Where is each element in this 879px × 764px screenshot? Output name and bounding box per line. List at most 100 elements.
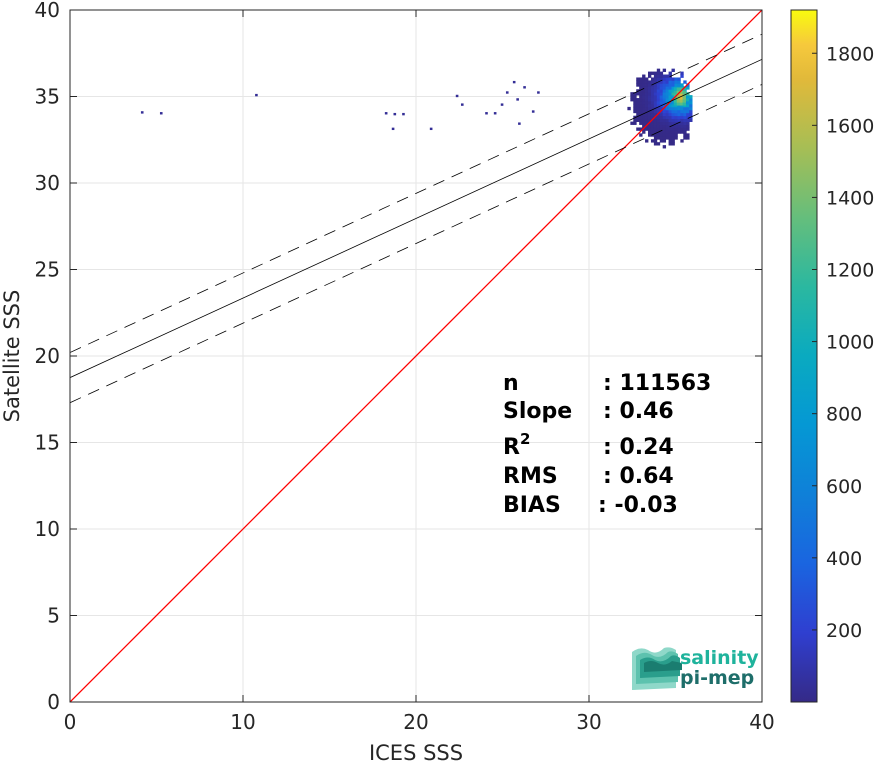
density-cell-280 [671,127,675,131]
density-cell-392 [686,92,690,96]
density-cell-389 [686,100,690,105]
density-cell-209 [662,124,667,128]
density-cell-368 [683,109,687,114]
colorbar-tick-label-8: 1800 [826,43,874,65]
density-cell-111 [650,124,655,128]
density-cell-128 [650,71,655,75]
density-cell-339 [680,139,684,143]
density-cell-214 [662,109,667,114]
density-cell-95 [647,106,652,111]
density-cell-102 [647,86,652,90]
density-cell-236 [665,112,669,117]
density-cell-88 [647,127,652,131]
density-cell-14 [633,92,637,96]
density-cell-172 [656,86,661,90]
stat-value-0: : 111563 [603,371,711,396]
density-cell-423 [682,99,686,103]
x-axis-ticks: 0 10 20 30 40 [64,10,775,734]
density-cell-292 [671,92,675,96]
density-cell-257 [668,121,672,125]
density-cell-261 [668,109,672,114]
stat-label-2: R2 [503,430,530,460]
density-cell-281 [671,124,675,128]
density-cell-329 [677,103,681,108]
density-cell-158 [656,127,661,131]
density-cell-383 [686,118,690,122]
isolated-point-15 [523,86,526,89]
density-cell-293 [671,89,675,93]
density-cell-20 [636,106,640,111]
density-cell-13 [633,95,637,99]
density-cell-411 [676,99,681,103]
density-cell-327 [677,109,681,114]
density-cell-140 [653,109,658,114]
density-cell-269 [668,86,672,90]
density-cell-381 [686,124,690,128]
density-cell-359 [683,136,687,140]
density-cell-384 [686,115,690,120]
density-cell-247 [665,80,669,84]
density-cell-262 [668,106,672,111]
wave-icon [632,647,682,690]
density-cell-285 [671,112,675,117]
density-cell-230 [665,130,669,134]
density-cell-243 [665,92,669,96]
density-cell-255 [668,127,672,131]
density-cell-366 [683,115,687,120]
colorbar-tick-label-3: 800 [826,404,862,426]
density-cell-211 [662,118,667,122]
density-cell-270 [668,83,672,87]
isolated-point-11 [493,112,497,115]
isolated-point-5 [402,112,405,116]
density-cell-9 [633,106,637,111]
density-cell-74 [645,109,649,114]
density-cell-278 [671,133,675,137]
density-cell-295 [671,83,675,87]
density-cell-167 [656,100,661,105]
density-cell-249 [665,74,669,78]
density-cell-77 [645,100,649,105]
density-cell-199 [659,80,664,84]
density-cell-23 [636,98,640,102]
density-cell-5 [633,121,637,125]
density-cell-212 [662,115,667,120]
y-tick-label-0: 0 [47,690,60,714]
density-cell-68 [645,127,649,131]
density-cell-122 [650,92,655,96]
density-cell-4 [630,92,634,96]
density-cell-253 [668,133,672,137]
isolated-point-10 [485,112,488,115]
density-cell-81 [645,89,649,93]
density-cell-10 [633,103,637,108]
density-cell-222 [662,86,667,90]
density-cell-302 [674,127,678,131]
density-cell-318 [674,80,678,84]
density-cell-175 [656,77,661,81]
density-cell-38 [639,100,643,105]
density-cell-268 [668,89,672,93]
fit-lines [70,10,762,702]
density-cell-403 [689,95,693,99]
density-cell-218 [662,98,667,102]
density-cell-143 [653,100,658,105]
density-cell-296 [671,80,675,84]
density-cell-260 [668,112,672,117]
density-cell-326 [677,112,681,117]
density-cell-39 [639,98,643,102]
density-cell-170 [656,92,661,96]
y-tick-label-1: 5 [47,604,60,628]
density-cell-99 [647,95,652,99]
isolated-point-14 [516,98,519,101]
density-cell-238 [665,106,669,111]
density-cell-320 [677,130,681,134]
y-tick-label-7: 35 [35,85,60,109]
density-cell-18 [636,112,640,117]
density-cell-84 [645,80,649,84]
density-cell-130 [653,139,658,143]
density-cell-197 [659,86,664,90]
isolated-point-0 [140,111,144,114]
density-cell-309 [674,106,678,111]
density-cell-220 [662,92,667,96]
density-cell-305 [674,118,678,122]
density-cell-321 [677,127,681,131]
